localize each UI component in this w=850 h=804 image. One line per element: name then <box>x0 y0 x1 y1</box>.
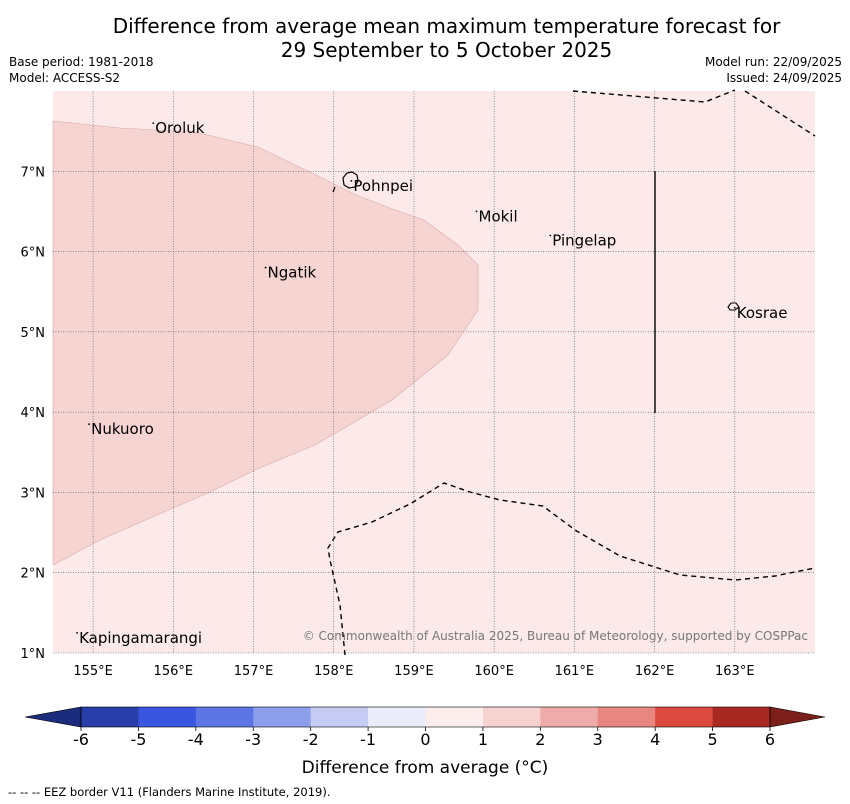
colorbar-over-extension <box>769 706 826 728</box>
anomaly-region-1-2 <box>52 120 479 566</box>
copyright-notice: © Commonwealth of Australia 2025, Bureau… <box>303 629 808 643</box>
colorbar-segment <box>712 707 771 727</box>
place-label: Mokil <box>479 207 518 225</box>
colorbar-tick-label: 4 <box>650 730 660 749</box>
place-marker <box>88 423 90 426</box>
eez-footnote: -- -- -- EEZ border V11 (Flanders Marine… <box>8 785 331 799</box>
colorbar-under-extension <box>24 706 82 728</box>
latitude-tick-label: 6°N <box>21 246 46 261</box>
colorbar-label: Difference from average (°C) <box>301 758 549 778</box>
colorbar-tick-label: -5 <box>130 730 146 749</box>
colorbar-segment <box>597 707 656 727</box>
colorbar-tick-label: 3 <box>593 730 603 749</box>
issued-date: Issued: 24/09/2025 <box>726 71 842 85</box>
colorbar-segment <box>482 707 541 727</box>
eez-border-south <box>327 482 816 656</box>
latitude-tick-label: 7°N <box>21 165 46 180</box>
eez-border-northeast <box>744 90 816 137</box>
place-label: Oroluk <box>155 119 204 137</box>
place-label: Kosrae <box>737 304 788 322</box>
longitude-tick-label: 162°E <box>635 664 675 679</box>
colorbar-segment <box>368 707 426 727</box>
colorbar-segment <box>655 707 713 727</box>
place-labels: Oroluk Pohnpei Mokil Pingelap Ngatik Kosrae Nu… <box>76 119 787 647</box>
meta-right: Model run: 22/09/2025 Issued: 24/09/2025 <box>705 54 842 86</box>
colorbar-tick-label: 2 <box>535 730 545 749</box>
place-marker <box>76 632 78 634</box>
longitude-tick-label: 158°E <box>314 664 354 679</box>
longitude-tick-label: 159°E <box>394 664 434 679</box>
place-label: Pingelap <box>552 232 616 250</box>
colorbar-tick-label: -2 <box>303 730 319 749</box>
longitude-tick-label: 156°E <box>154 664 194 679</box>
colorbar-segment <box>425 707 484 727</box>
latitude-tick-label: 3°N <box>21 486 46 501</box>
colorbar-tick-label: 6 <box>765 730 775 749</box>
colorbar-tick-label: -1 <box>360 730 376 749</box>
longitude-tick-label: 157°E <box>234 664 274 679</box>
colorbar-tick-label: 0 <box>420 730 430 749</box>
colorbar: -6 -5 -4 -3 -2 -1 0 1 2 3 4 5 6 <box>24 706 826 749</box>
colorbar-tick-label: -3 <box>245 730 261 749</box>
longitude-tick-label: 155°E <box>73 664 113 679</box>
colorbar-segment <box>253 707 311 727</box>
colorbar-tick-label: 1 <box>478 730 488 749</box>
colorbar-segment <box>540 707 599 727</box>
colorbar-segment <box>195 707 254 727</box>
place-marker <box>549 234 552 237</box>
colorbar-segment <box>138 707 197 727</box>
colorbar-tick-label: 5 <box>707 730 717 749</box>
place-marker <box>733 306 736 309</box>
place-label: Nukuoro <box>91 420 154 438</box>
latitude-tick-label: 2°N <box>21 567 46 582</box>
model-run: Model run: 22/09/2025 <box>704 55 842 69</box>
eez-border-north <box>572 89 736 103</box>
meta-left: Base period: 1981-2018 Model: ACCESS-S2 <box>9 54 154 86</box>
model-name: Model: ACCESS-S2 <box>9 71 121 85</box>
colorbar-segment <box>81 707 139 727</box>
axis-labels: 155°E 156°E 157°E 158°E 159°E 160°E 161°E 162°E… <box>21 165 755 679</box>
title-line-2: 29 September to 5 October 2025 <box>280 38 613 62</box>
longitude-tick-label: 163°E <box>715 664 755 679</box>
pohnpei-reef <box>332 186 336 193</box>
place-marker <box>152 122 155 125</box>
place-label: Kapingamarangi <box>79 629 202 647</box>
kosrae-island <box>727 302 740 311</box>
eez-borders <box>327 89 816 656</box>
longitude-tick-label: 160°E <box>474 664 514 679</box>
longitude-tick-label: 161°E <box>555 664 595 679</box>
place-marker <box>264 266 267 269</box>
place-label: Ngatik <box>268 264 317 282</box>
place-marker <box>350 180 353 182</box>
latitude-tick-label: 5°N <box>21 326 46 341</box>
latitude-tick-label: 1°N <box>21 647 46 662</box>
base-period: Base period: 1981-2018 <box>9 55 154 69</box>
map-title: Difference from average mean maximum tem… <box>0 14 850 62</box>
pohnpei-island <box>342 171 359 189</box>
place-marker <box>475 210 478 213</box>
colorbar-tick-label: -4 <box>188 730 204 749</box>
latitude-tick-label: 4°N <box>21 406 46 421</box>
colorbar-segment <box>310 707 369 727</box>
place-label: Pohnpei <box>353 177 413 195</box>
colorbar-tick-label: -6 <box>73 730 89 749</box>
title-line-1: Difference from average mean maximum tem… <box>112 14 781 38</box>
